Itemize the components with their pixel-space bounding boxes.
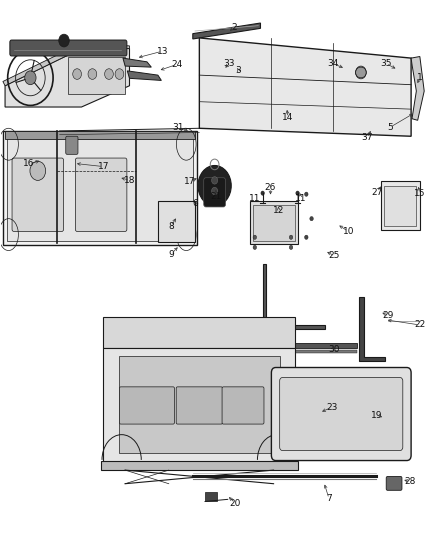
Text: 28: 28 xyxy=(405,478,416,486)
Text: 18: 18 xyxy=(124,176,136,185)
Text: 25: 25 xyxy=(328,252,340,260)
Text: 2: 2 xyxy=(231,23,237,32)
Text: 30: 30 xyxy=(328,345,339,354)
Bar xyxy=(272,343,357,349)
Text: 12: 12 xyxy=(273,206,285,215)
Bar xyxy=(5,131,195,139)
Polygon shape xyxy=(3,43,130,86)
Polygon shape xyxy=(263,264,325,329)
Circle shape xyxy=(310,216,313,221)
Polygon shape xyxy=(359,297,385,361)
Circle shape xyxy=(88,69,97,79)
Text: 5: 5 xyxy=(387,123,393,132)
Bar xyxy=(103,317,295,348)
FancyBboxPatch shape xyxy=(176,387,223,424)
Circle shape xyxy=(212,176,218,184)
Text: 35: 35 xyxy=(380,59,392,68)
Polygon shape xyxy=(193,23,261,39)
Circle shape xyxy=(261,191,265,195)
Text: 7: 7 xyxy=(326,494,332,503)
Text: 9: 9 xyxy=(168,250,174,259)
Circle shape xyxy=(30,161,46,180)
Text: 29: 29 xyxy=(383,311,394,320)
FancyBboxPatch shape xyxy=(280,377,403,450)
FancyBboxPatch shape xyxy=(10,40,127,56)
Text: 11: 11 xyxy=(294,194,306,203)
Bar xyxy=(253,205,294,241)
Text: 19: 19 xyxy=(371,411,383,420)
Bar xyxy=(68,56,125,94)
Text: 17: 17 xyxy=(184,177,196,186)
Circle shape xyxy=(25,71,36,85)
Text: 34: 34 xyxy=(327,59,338,68)
Text: 37: 37 xyxy=(362,133,373,142)
Polygon shape xyxy=(3,131,197,245)
Circle shape xyxy=(296,191,299,195)
Text: 1: 1 xyxy=(417,73,423,82)
Text: 11: 11 xyxy=(249,194,261,203)
Text: 23: 23 xyxy=(326,403,337,412)
FancyBboxPatch shape xyxy=(120,387,174,424)
FancyBboxPatch shape xyxy=(66,136,78,155)
Circle shape xyxy=(289,235,293,239)
Polygon shape xyxy=(127,71,161,80)
Polygon shape xyxy=(250,201,297,244)
Circle shape xyxy=(105,69,113,79)
Circle shape xyxy=(115,69,124,79)
Circle shape xyxy=(253,235,257,239)
Circle shape xyxy=(212,187,218,195)
Circle shape xyxy=(289,245,293,249)
Text: 13: 13 xyxy=(156,47,168,55)
Bar xyxy=(272,350,357,353)
Text: 17: 17 xyxy=(98,162,109,171)
Bar xyxy=(103,348,295,462)
FancyBboxPatch shape xyxy=(272,368,411,461)
Text: 24: 24 xyxy=(171,60,182,69)
FancyBboxPatch shape xyxy=(12,158,64,231)
Polygon shape xyxy=(411,56,424,120)
Bar xyxy=(119,356,280,453)
Text: 15: 15 xyxy=(414,189,426,198)
FancyBboxPatch shape xyxy=(204,177,226,207)
Text: 10: 10 xyxy=(343,227,354,236)
Bar xyxy=(205,492,217,502)
Text: 14: 14 xyxy=(283,113,293,122)
Polygon shape xyxy=(199,38,411,136)
Bar xyxy=(384,185,417,226)
Text: 21: 21 xyxy=(211,192,222,201)
FancyBboxPatch shape xyxy=(386,477,402,490)
Text: 3: 3 xyxy=(236,67,241,75)
Text: 22: 22 xyxy=(414,320,425,329)
Text: 31: 31 xyxy=(173,123,184,132)
Circle shape xyxy=(356,66,366,79)
Polygon shape xyxy=(158,201,195,241)
Polygon shape xyxy=(381,181,420,230)
Circle shape xyxy=(198,165,231,206)
FancyBboxPatch shape xyxy=(222,387,264,424)
Text: 16: 16 xyxy=(23,159,35,168)
Text: 8: 8 xyxy=(168,222,174,231)
Circle shape xyxy=(73,69,81,79)
Bar xyxy=(101,461,297,470)
Circle shape xyxy=(304,192,308,196)
Text: 6: 6 xyxy=(192,199,198,208)
FancyBboxPatch shape xyxy=(75,158,127,231)
Circle shape xyxy=(253,245,257,249)
Text: 27: 27 xyxy=(371,188,383,197)
Circle shape xyxy=(304,235,308,239)
Polygon shape xyxy=(5,49,130,107)
Polygon shape xyxy=(123,58,151,67)
Bar xyxy=(7,136,193,241)
Circle shape xyxy=(59,34,69,47)
Text: 33: 33 xyxy=(224,59,235,68)
Text: 26: 26 xyxy=(265,183,276,192)
Text: 20: 20 xyxy=(230,498,241,507)
